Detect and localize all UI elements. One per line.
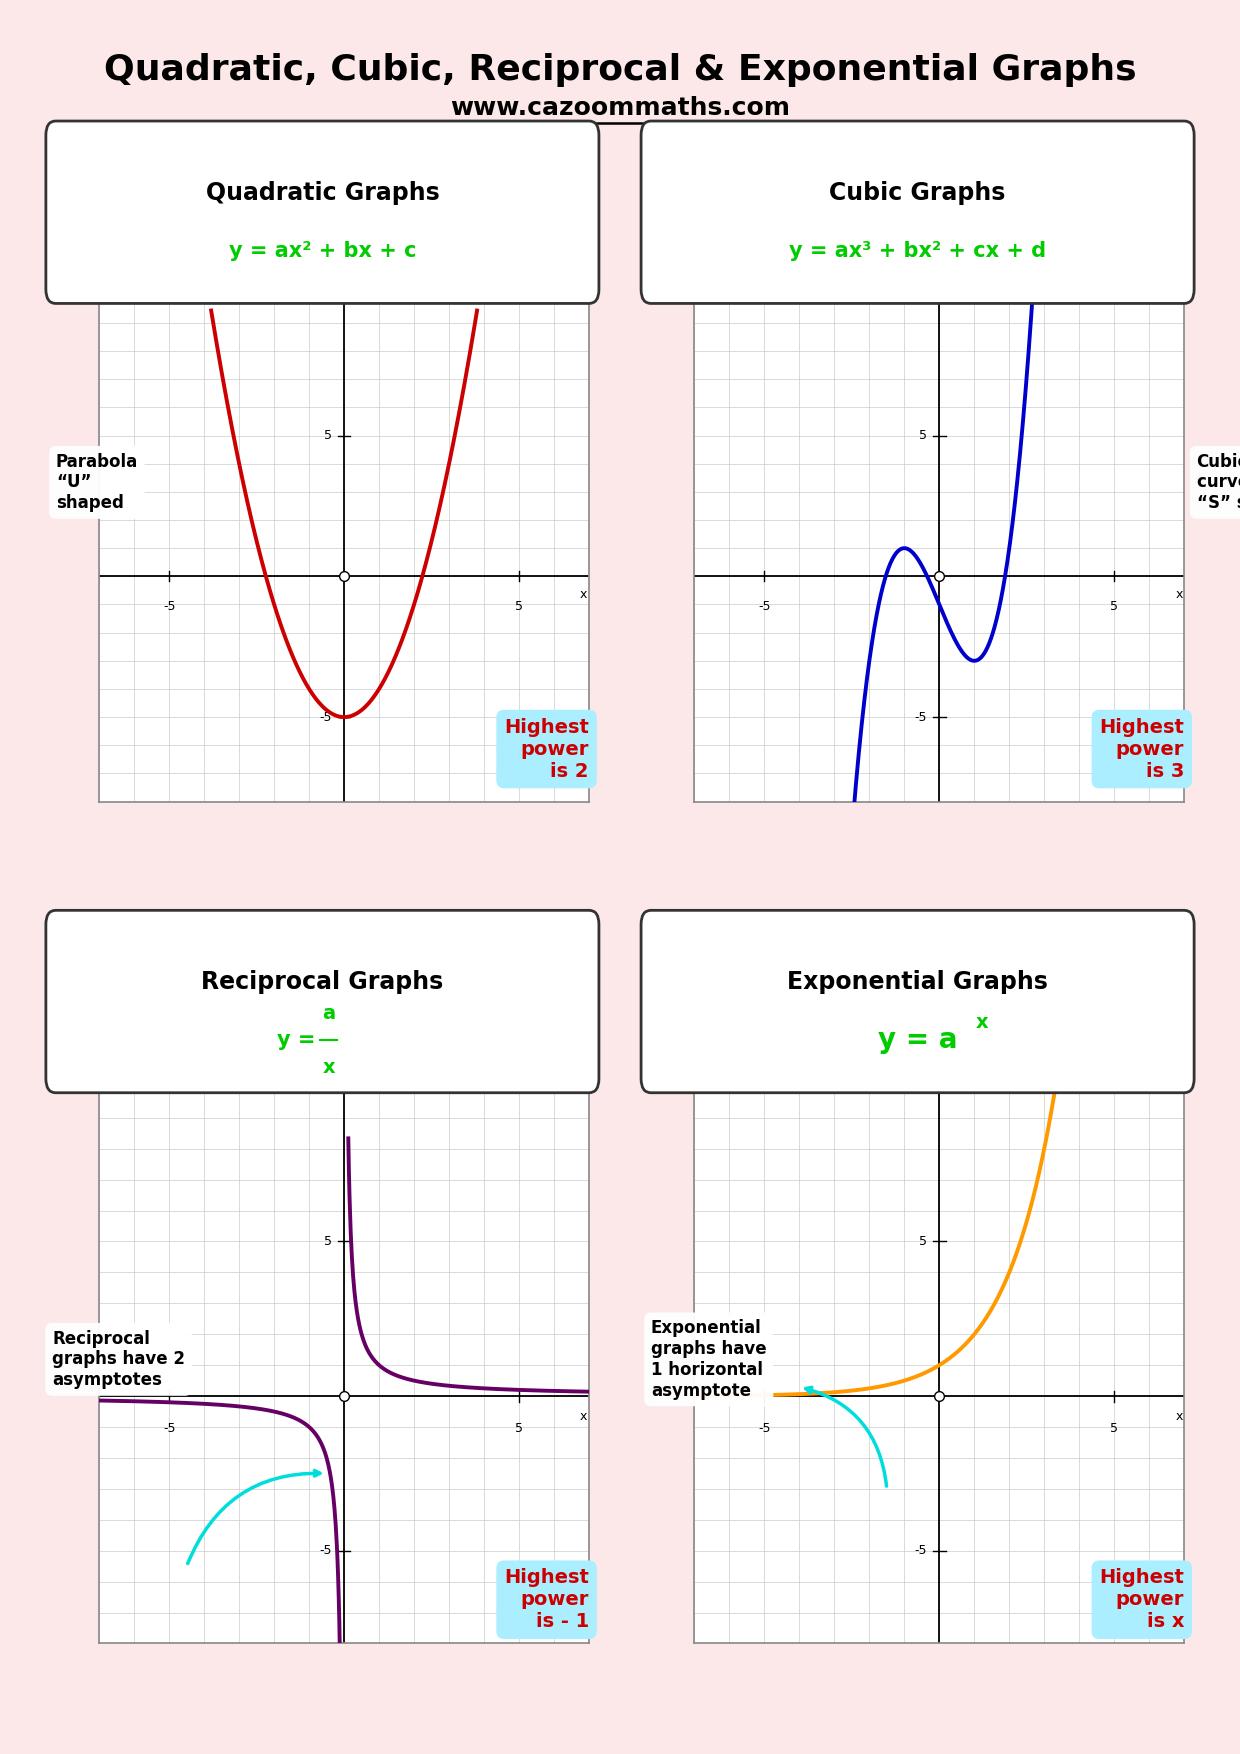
Text: Parabola
“U”
shaped: Parabola “U” shaped (56, 453, 138, 512)
Text: 10: 10 (316, 1080, 332, 1093)
Text: x: x (1176, 1410, 1183, 1422)
Text: 5: 5 (324, 1235, 332, 1247)
Text: Highest
power
is - 1: Highest power is - 1 (505, 1568, 589, 1631)
Text: 5: 5 (1110, 600, 1118, 614)
Text: y: y (352, 267, 360, 279)
Text: Exponential
graphs have
1 horizontal
asymptote: Exponential graphs have 1 horizontal asy… (651, 1319, 766, 1400)
Text: x: x (322, 1058, 335, 1077)
Text: -5: -5 (320, 710, 332, 724)
Text: Quadratic Graphs: Quadratic Graphs (206, 181, 439, 205)
Text: 5: 5 (515, 600, 523, 614)
Text: 5: 5 (919, 430, 928, 442)
Text: y: y (352, 1056, 360, 1068)
Text: -5: -5 (758, 1422, 770, 1435)
Text: 5: 5 (919, 1235, 928, 1247)
Text: 5: 5 (1110, 1422, 1118, 1435)
Text: Reciprocal Graphs: Reciprocal Graphs (201, 970, 444, 995)
Text: Highest
power
is 2: Highest power is 2 (505, 717, 589, 781)
Text: -5: -5 (915, 710, 928, 724)
Text: 10: 10 (316, 288, 332, 302)
Text: -5: -5 (915, 1544, 928, 1558)
Text: y = a: y = a (878, 1026, 957, 1054)
Text: Reciprocal
graphs have 2
asymptotes: Reciprocal graphs have 2 asymptotes (52, 1330, 185, 1389)
Text: 5: 5 (515, 1422, 523, 1435)
Text: y = ax² + bx + c: y = ax² + bx + c (228, 240, 417, 261)
Text: www.cazoommaths.com: www.cazoommaths.com (450, 96, 790, 121)
Text: -5: -5 (758, 600, 770, 614)
Text: x: x (580, 588, 588, 602)
Text: a: a (322, 1003, 335, 1023)
Text: Cubic Graphs: Cubic Graphs (830, 181, 1006, 205)
Text: y = ax³ + bx² + cx + d: y = ax³ + bx² + cx + d (789, 240, 1047, 261)
Text: y =: y = (277, 1030, 322, 1051)
Text: y: y (947, 1056, 955, 1068)
Text: 5: 5 (324, 430, 332, 442)
Text: Quadratic, Cubic, Reciprocal & Exponential Graphs: Quadratic, Cubic, Reciprocal & Exponenti… (104, 53, 1136, 86)
Text: y: y (947, 267, 955, 279)
Text: -5: -5 (162, 1422, 175, 1435)
Text: 10: 10 (911, 288, 928, 302)
Text: Exponential Graphs: Exponential Graphs (787, 970, 1048, 995)
Text: -5: -5 (320, 1544, 332, 1558)
Text: 10: 10 (911, 1080, 928, 1093)
Text: x: x (976, 1014, 988, 1031)
Text: x: x (1176, 588, 1183, 602)
Text: Highest
power
is x: Highest power is x (1100, 1568, 1184, 1631)
Text: x: x (580, 1410, 588, 1422)
Text: -5: -5 (162, 600, 175, 614)
Text: Cubic
curves are
“S” shaped: Cubic curves are “S” shaped (1197, 453, 1240, 512)
Text: Highest
power
is 3: Highest power is 3 (1100, 717, 1184, 781)
